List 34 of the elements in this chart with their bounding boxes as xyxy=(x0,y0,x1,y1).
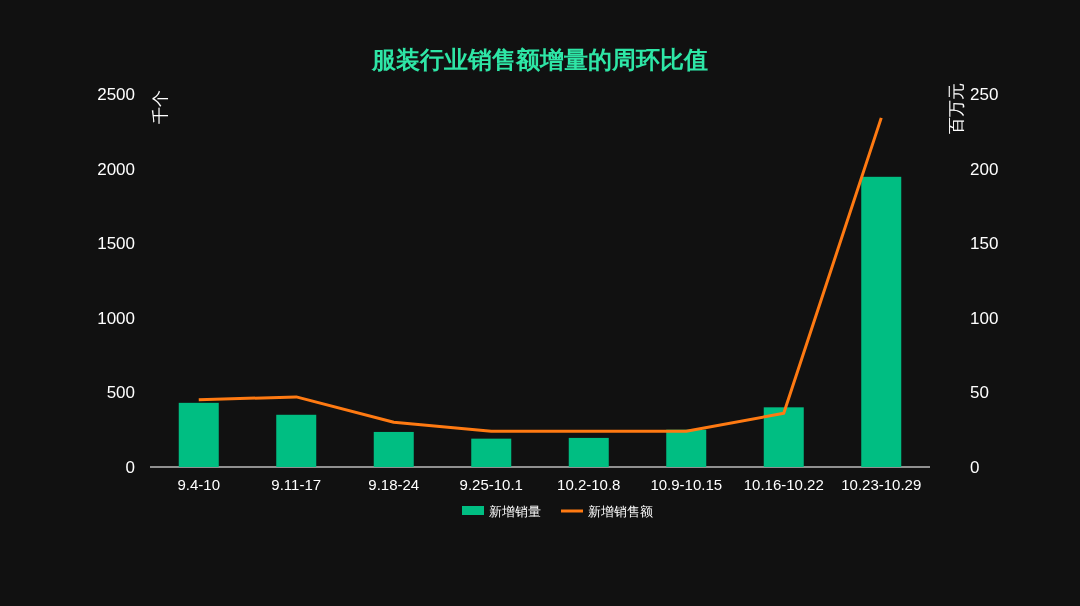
y-tick-label: 1000 xyxy=(97,308,135,328)
x-tick-label: 10.9-10.15 xyxy=(650,476,723,493)
y2-tick-label: 150 xyxy=(970,234,999,254)
x-tick-label: 9.18-24 xyxy=(368,476,420,493)
y2-tick-label: 100 xyxy=(970,308,999,328)
x-tick-label: 9.4-10 xyxy=(177,476,221,493)
legend-label: 新增销售额 xyxy=(588,504,653,519)
y2-tick-label: 50 xyxy=(970,383,989,403)
y-axis-title: 千个 xyxy=(151,90,170,124)
bar xyxy=(373,431,414,467)
line-series xyxy=(197,116,883,433)
x-tick-label: 10.2-10.8 xyxy=(557,476,621,493)
y-tick-label: 0 xyxy=(125,458,135,477)
x-tick-label: 9.25-10.1 xyxy=(459,476,523,493)
x-tick-label: 10.16-10.22 xyxy=(743,476,824,493)
y2-axis-title: 百万元 xyxy=(947,83,966,134)
bar xyxy=(471,438,512,467)
bar xyxy=(178,402,219,467)
bar xyxy=(666,429,707,467)
y2-tick-label: 200 xyxy=(970,159,999,179)
chart-title: 服装行业销售额增量的周环比值 xyxy=(371,46,708,73)
bar xyxy=(763,407,804,467)
x-tick-label: 9.11-17 xyxy=(271,476,322,493)
legend-label: 新增销量 xyxy=(489,504,541,519)
y-tick-label: 2500 xyxy=(97,85,135,104)
y-tick-label: 500 xyxy=(106,383,135,403)
y-tick-label: 1500 xyxy=(97,234,135,254)
bar xyxy=(568,437,609,467)
bar xyxy=(861,176,902,467)
y-tick-label: 2000 xyxy=(97,159,135,179)
bar xyxy=(276,414,317,467)
x-tick-label: 10.23-10.29 xyxy=(841,476,922,493)
y2-tick-label: 0 xyxy=(970,458,980,477)
y2-tick-label: 250 xyxy=(970,85,999,104)
